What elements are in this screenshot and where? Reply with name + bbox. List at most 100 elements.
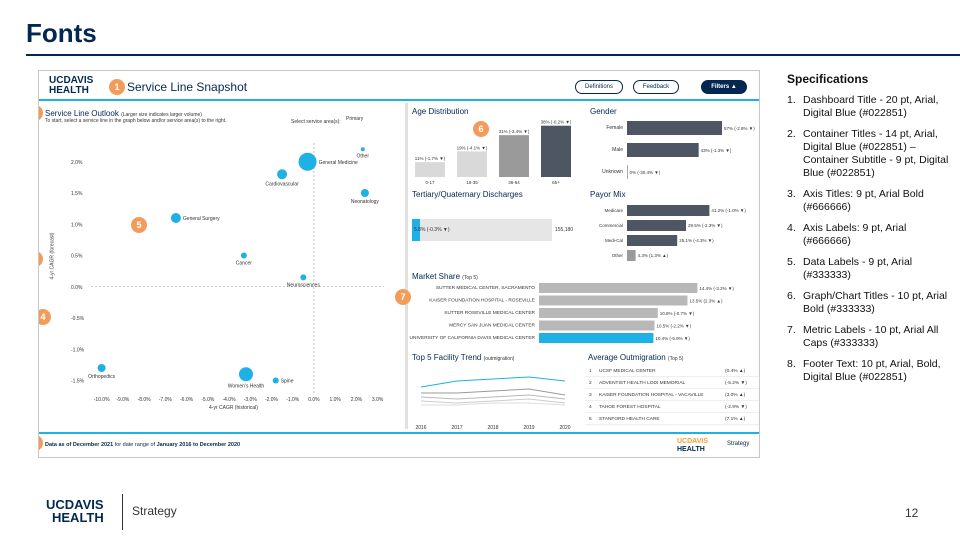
specifications-list: 1. Dashboard Title - 20 pt, Arial, Digita… (787, 94, 957, 384)
outmigration-rank: 5 (589, 417, 592, 422)
specification-number: 3. (787, 188, 796, 200)
trend-line (420, 376, 566, 388)
payor-category-label: Medi-Cal (605, 238, 623, 243)
trend-year-label: 2016 (415, 425, 426, 431)
gender-bar (627, 165, 628, 179)
dashboard-logo-line1: UCDAVIS (49, 75, 94, 86)
x-tick-label: -5.0% (201, 397, 215, 403)
market-bar (539, 320, 655, 331)
tertiary-title: Tertiary/Quaternary Discharges (412, 190, 523, 199)
footer-date: Data as of December 2021 (45, 442, 114, 448)
payor-category-label: Other (612, 253, 624, 258)
x-tick-label: -7.0% (159, 397, 173, 403)
page-number: 12 (905, 506, 919, 520)
age-chart: 11% (-1.7% ▼) 0-17 19% (-4.1% ▼) 18-35 31% (… (415, 120, 572, 185)
gender-category-label: Female (606, 125, 623, 131)
age-category-label: 18-35 (466, 180, 478, 185)
x-tick-label: 3.0% (372, 397, 384, 403)
payor-bar (627, 235, 678, 246)
x-tick-label: -2.0% (265, 397, 279, 403)
outmigration-rank: 1 (589, 369, 592, 374)
specification-item: 4. Axis Labels: 9 pt, Arial (#666666) (787, 222, 957, 248)
scatter-point-label: General Medicine (319, 160, 358, 166)
specification-text: Metric Labels - 10 pt, Arial All Caps (#… (803, 324, 939, 349)
gender-bar-label: 57% (-2.8% ▼) (724, 126, 755, 131)
scatter-point (360, 189, 369, 197)
tertiary-share-label: 5.8% (-0.3% ▼) (414, 227, 450, 233)
specification-item: 3. Axis Titles: 9 pt, Arial Bold (#666666… (787, 188, 957, 214)
scatter-point-label: Cancer (236, 261, 252, 267)
scatter-point (97, 364, 106, 372)
market-title-text: Market Share (412, 272, 461, 281)
marker-5: 5 (131, 217, 147, 233)
market-facility-label: SUTTER ROSEVILLE MEDICAL CENTER (444, 310, 535, 316)
age-bar (415, 162, 445, 177)
dashboard-footer: Data as of December 2021 for date range … (39, 432, 759, 457)
specification-number: 1. (787, 94, 796, 106)
specification-text: Footer Text: 10 pt, Arial, Bold, Digital… (803, 358, 941, 383)
specification-text: Axis Titles: 9 pt, Arial Bold (#666666) (803, 188, 924, 213)
x-tick-label: -4.0% (222, 397, 236, 403)
title-rule (26, 54, 960, 56)
feedback-button[interactable]: Feedback (633, 80, 679, 94)
outmigration-rank: 2 (589, 381, 592, 386)
payor-title: Payor Mix (590, 190, 626, 199)
dashboard-logo: UCDAVIS HEALTH (49, 76, 93, 96)
scatter-point-label: Orthopedics (88, 374, 115, 380)
age-title: Age Distribution (412, 107, 469, 116)
y-tick-label: -0.5% (71, 316, 85, 322)
age-bar (541, 125, 571, 177)
outmigration-change: (3.0% ▲) (725, 393, 746, 398)
trend-title-note: (outmigration) (483, 356, 515, 362)
payor-category-label: Medicare (604, 208, 623, 213)
slide-footer-logo-line2: HEALTH (52, 510, 104, 525)
age-bar-label: 19% (-4.1% ▼) (457, 145, 488, 150)
specification-text: Axis Labels: 9 pt, Arial (#666666) (803, 222, 907, 247)
service-area-select[interactable]: Primary (346, 116, 364, 122)
gender-category-label: Unknown (602, 169, 623, 175)
slide-footer-logo-line1: UCDAVIS (46, 497, 104, 512)
payor-bar-label: 29.5% (-2.3% ▼) (688, 223, 723, 228)
slide-footer-separator (122, 494, 123, 530)
specification-number: 2. (787, 128, 796, 140)
dashboard-footer-logo-line2: HEALTH (677, 446, 705, 453)
outmigration-rank: 4 (589, 405, 592, 410)
vertical-divider (405, 103, 408, 429)
y-tick-label: 0.0% (71, 285, 83, 291)
dashboard-footer-logo-line1: UCDAVIS (677, 438, 708, 445)
dashboard-screenshot: UCDAVIS HEALTH Service Line Snapshot Def… (38, 70, 760, 458)
slide-footer-logo: UCDAVIS HEALTH (46, 498, 104, 524)
age-category-label: 65+ (552, 180, 560, 185)
trend-line (420, 394, 566, 400)
dashboard-footer-strategy: Strategy (727, 441, 750, 447)
outmigration-row: 5 STANFORD HEALTH CARE (7.1% ▲) (585, 413, 759, 425)
market-bar-label: 14.4% (-3.2% ▼) (699, 286, 734, 291)
definitions-button[interactable]: Definitions (575, 80, 623, 94)
market-bar-label: 10.5% (-2.2% ▼) (657, 324, 692, 329)
x-tick-label: -8.0% (138, 397, 152, 403)
specification-text: Graph/Chart Titles - 10 pt, Arial Bold (… (803, 290, 948, 315)
outmigration-change: (-2.9% ▼) (725, 405, 747, 410)
y-tick-label: 1.5% (71, 191, 83, 197)
marker-7: 7 (395, 289, 411, 305)
x-axis-title: 4-yr CAGR (historical) (209, 405, 258, 411)
age-bar (457, 151, 487, 177)
trend-title-text: Top 5 Facility Trend (412, 353, 482, 362)
filters-button[interactable]: Filters ▲ (701, 80, 747, 94)
gender-bar-label: 43% (-1.3% ▼) (701, 148, 732, 153)
y-tick-label: -1.0% (71, 347, 85, 353)
footer-range: January 2016 to December 2020 (156, 442, 241, 448)
specification-number: 6. (787, 290, 796, 302)
market-bar (539, 333, 654, 343)
age-bar-label: 31% (-3.4% ▼) (499, 129, 530, 134)
x-tick-label: -10.0% (94, 397, 110, 403)
trend-panel: Top 5 Facility Trend (outmigration) 2016… (409, 351, 579, 431)
specification-item: 1. Dashboard Title - 20 pt, Arial, Digita… (787, 94, 957, 120)
age-panel: Age Distribution 11% (-1.7% ▼) 0-17 19% (-… (409, 105, 583, 185)
specification-number: 4. (787, 222, 796, 234)
payor-bar-label: 41.2% (-1.0% ▼) (711, 208, 746, 213)
payor-bar (627, 220, 686, 231)
specification-item: 2. Container Titles - 14 pt, Arial, Digit… (787, 128, 957, 180)
trend-title: Top 5 Facility Trend (outmigration) (412, 353, 514, 362)
outmigration-title-text: Average Outmigration (588, 353, 666, 362)
